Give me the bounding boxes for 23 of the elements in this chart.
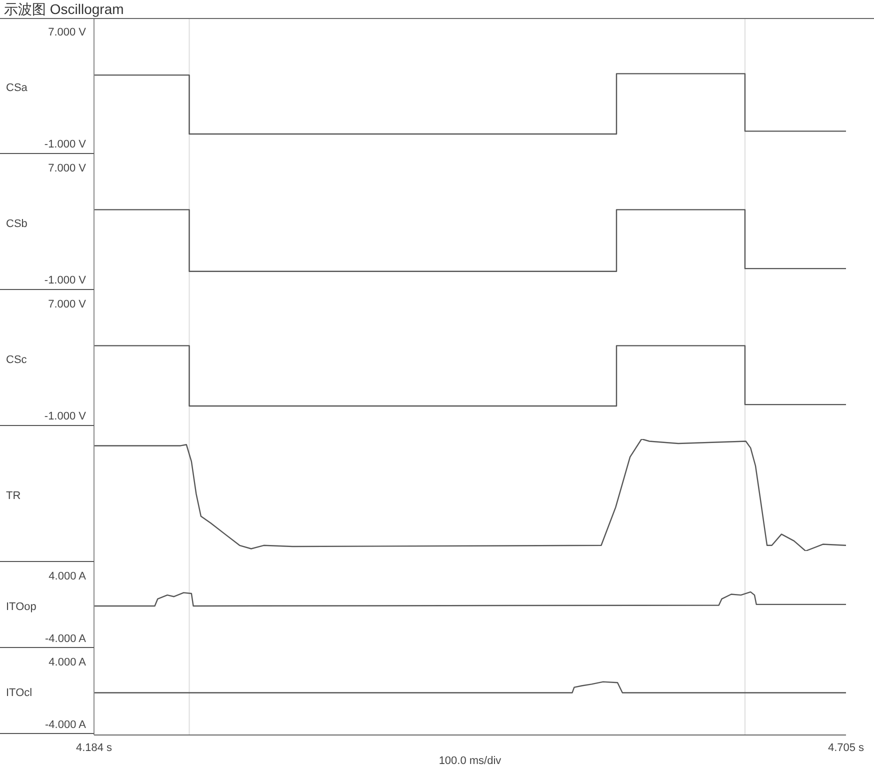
y-axis-title: CSc bbox=[6, 354, 28, 366]
y-tick-label: 7.000 V bbox=[48, 162, 87, 175]
y-tick-label: 7.000 V bbox=[48, 26, 87, 39]
x-tick-label: 4.184 s bbox=[76, 742, 113, 754]
y-tick-label: 4.000 A bbox=[48, 656, 87, 668]
y-axis-title: CSb bbox=[6, 218, 28, 230]
y-tick-label: -1.000 V bbox=[44, 274, 87, 287]
y-axis-title: TR bbox=[6, 490, 21, 502]
y-tick-label: -4.000 A bbox=[45, 632, 87, 645]
y-axis-title: ITOcl bbox=[6, 686, 32, 699]
x-tick-label: 4.705 s bbox=[828, 742, 865, 754]
y-tick-label: -4.000 A bbox=[45, 718, 87, 731]
y-tick-label: -1.000 V bbox=[44, 138, 87, 151]
y-tick-label: 7.000 V bbox=[48, 298, 87, 311]
chart-title: 示波图 Oscillogram bbox=[0, 0, 874, 19]
y-tick-label: 4.000 A bbox=[48, 570, 87, 582]
y-axis-title: CSa bbox=[6, 82, 28, 94]
text: 100.0 ms/div bbox=[438, 755, 502, 767]
y-axis-title: ITOop bbox=[6, 600, 36, 613]
y-tick-label: -1.000 V bbox=[44, 410, 87, 423]
line-series bbox=[94, 73, 846, 135]
line-series bbox=[94, 681, 846, 694]
line-series bbox=[94, 591, 846, 607]
